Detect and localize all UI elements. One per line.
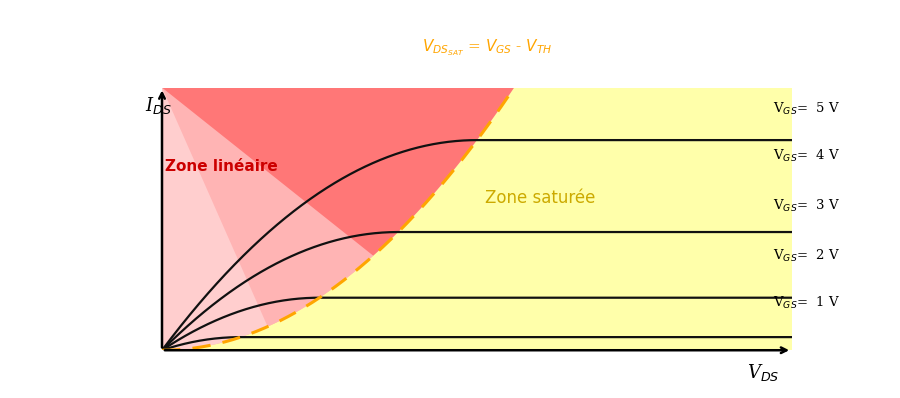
Text: V$_{GS}$=  4 V: V$_{GS}$= 4 V <box>773 148 841 164</box>
Text: V$_{GS}$=  1 V: V$_{GS}$= 1 V <box>773 295 841 311</box>
Text: Zone saturée: Zone saturée <box>485 189 595 207</box>
Polygon shape <box>162 88 267 350</box>
Text: V$_{GS}$=  3 V: V$_{GS}$= 3 V <box>773 198 841 214</box>
Text: V$_{GS}$=  5 V: V$_{GS}$= 5 V <box>773 101 841 117</box>
Text: V$_{GS}$=  2 V: V$_{GS}$= 2 V <box>773 248 841 264</box>
Text: V$_{DS}$: V$_{DS}$ <box>747 362 779 383</box>
Text: Zone linéaire: Zone linéaire <box>165 159 277 174</box>
Polygon shape <box>162 88 374 350</box>
Polygon shape <box>162 88 514 350</box>
Text: $V_{DS_{SAT}}$ = $V_{GS}$ - $V_{TH}$: $V_{DS_{SAT}}$ = $V_{GS}$ - $V_{TH}$ <box>422 37 553 58</box>
Text: I$_{DS}$: I$_{DS}$ <box>145 96 172 117</box>
